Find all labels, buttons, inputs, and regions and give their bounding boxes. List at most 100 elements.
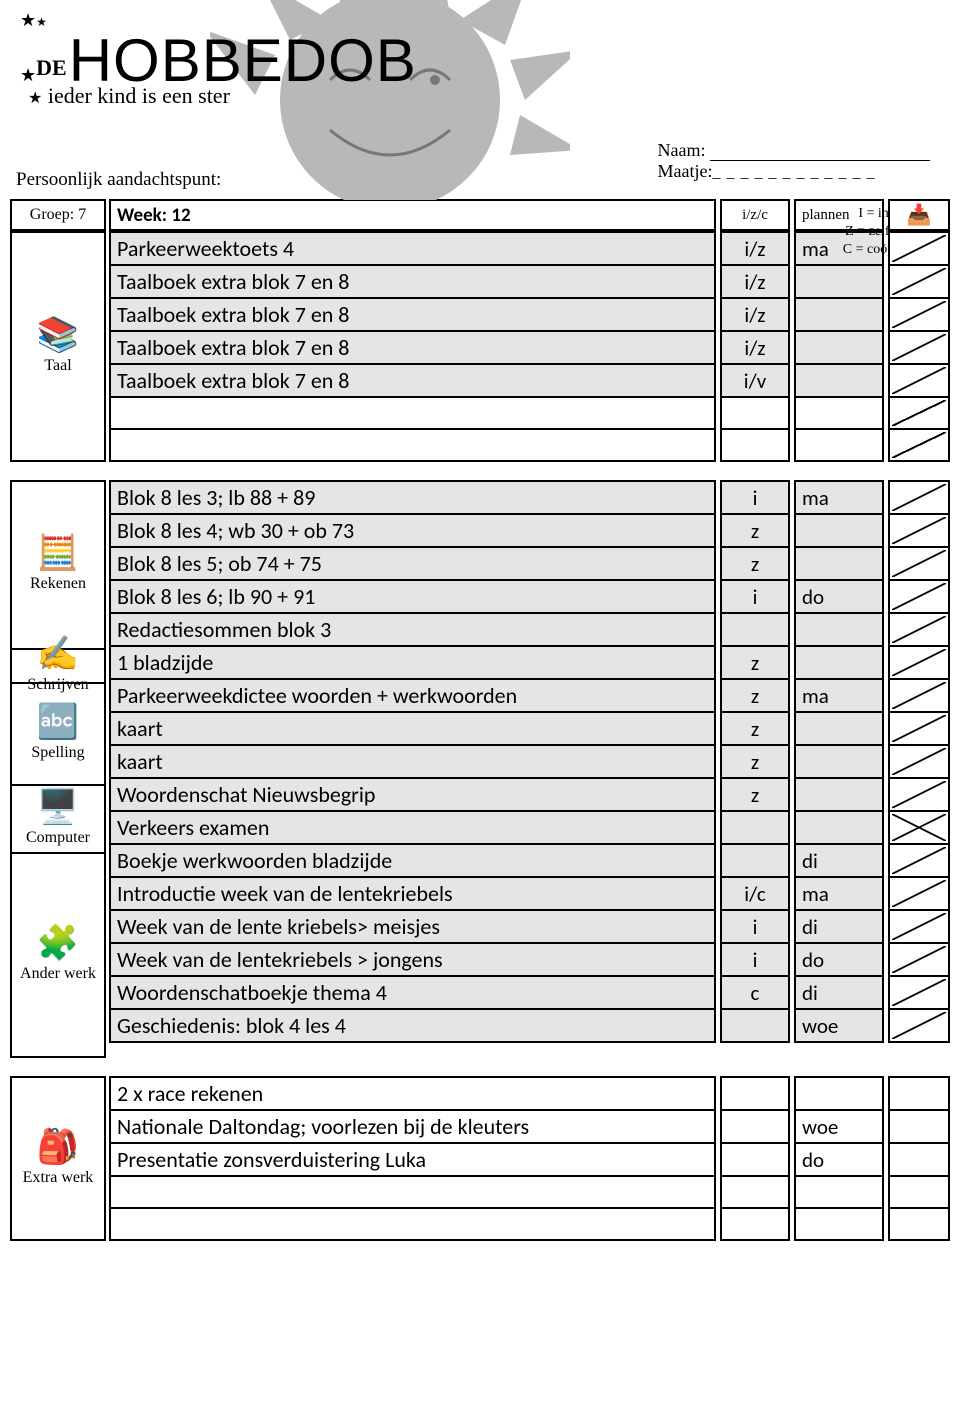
check-cell[interactable] [888, 878, 950, 911]
task-cell: Woordenschat Nieuwsbegrip [109, 779, 716, 812]
task-cell: Geschiedenis: blok 4 les 4 [109, 1010, 716, 1043]
planner-table: Groep: 7 Week: 12 i/z/c plannen 📥 📚TaalP… [10, 199, 950, 1241]
plan-cell: di [794, 911, 884, 944]
task-cell: Redactiesommen blok 3 [109, 614, 716, 647]
izc-cell: i/z [720, 332, 790, 365]
maatje-input-line[interactable]: _ _ _ _ _ _ _ _ _ _ _ _ [713, 164, 876, 181]
subject-icon: 🎒 [37, 1131, 79, 1165]
check-cell[interactable] [888, 1144, 950, 1177]
task-cell: Parkeerweektoets 4 [109, 231, 716, 266]
task-cell: Woordenschatboekje thema 4 [109, 977, 716, 1010]
check-cell[interactable] [888, 845, 950, 878]
plan-cell: woe [794, 1111, 884, 1144]
task-cell: Taalboek extra blok 7 en 8 [109, 365, 716, 398]
check-cell[interactable] [888, 812, 950, 845]
izc-cell: z [720, 515, 790, 548]
check-cell[interactable] [888, 911, 950, 944]
check-cell[interactable] [888, 398, 950, 430]
task-cell: kaart [109, 713, 716, 746]
check-cell[interactable] [888, 332, 950, 365]
table-row: Taalboek extra blok 7 en 8i/z [109, 266, 950, 299]
table-row: Taalboek extra blok 7 en 8i/v [109, 365, 950, 398]
groep-cell: Groep: 7 [10, 199, 106, 231]
izc-cell [720, 398, 790, 430]
izc-cell: i [720, 944, 790, 977]
plan-cell [794, 548, 884, 581]
subject-cell: 🎒Extra werk [10, 1076, 106, 1241]
table-row: Blok 8 les 5; ob 74 + 75z [109, 548, 950, 581]
plan-cell [794, 299, 884, 332]
check-cell[interactable] [888, 680, 950, 713]
izc-header: i/z/c [720, 199, 790, 231]
task-cell: Taalboek extra blok 7 en 8 [109, 299, 716, 332]
izc-cell [720, 430, 790, 462]
task-cell: Blok 8 les 6; lb 90 + 91 [109, 581, 716, 614]
check-cell[interactable] [888, 614, 950, 647]
task-cell: 1 bladzijde [109, 647, 716, 680]
check-cell[interactable] [888, 231, 950, 266]
subject-icon: ✍️ [37, 638, 79, 672]
naam-label: Naam: [658, 140, 706, 160]
subject-label: Ander werk [20, 965, 96, 983]
check-cell[interactable] [888, 365, 950, 398]
check-cell[interactable] [888, 548, 950, 581]
logo-block: ★ ★ ★ DE HOBBEDOB ★ ieder kind is een st… [20, 10, 950, 109]
izc-cell [720, 845, 790, 878]
naam-input-line[interactable] [710, 147, 930, 161]
subject-cell: 🔤Spelling [10, 684, 106, 786]
check-cell[interactable] [888, 1076, 950, 1111]
subject-icon: 🖥️ [37, 791, 79, 825]
task-cell: Introductie week van de lentekriebels [109, 878, 716, 911]
plan-cell [794, 398, 884, 430]
subject-cell: 🧩Ander werk [10, 854, 106, 1058]
table-row: Blok 8 les 4; wb 30 + ob 73z [109, 515, 950, 548]
table-row: Nationale Daltondag; voorlezen bij de kl… [109, 1111, 950, 1144]
check-cell[interactable] [888, 647, 950, 680]
table-row: Week van de lentekriebels > jongensido [109, 944, 950, 977]
check-cell[interactable] [888, 515, 950, 548]
izc-cell [720, 1209, 790, 1241]
check-cell[interactable] [888, 480, 950, 515]
check-cell[interactable] [888, 779, 950, 812]
plan-cell [794, 812, 884, 845]
izc-cell [720, 614, 790, 647]
task-cell [109, 1209, 716, 1241]
plan-cell: do [794, 1144, 884, 1177]
task-cell: Week van de lente kriebels> meisjes [109, 911, 716, 944]
inbox-icon: 📥 [907, 203, 932, 228]
table-row [109, 398, 950, 430]
plan-cell: di [794, 845, 884, 878]
check-cell[interactable] [888, 977, 950, 1010]
check-cell[interactable] [888, 746, 950, 779]
table-row: Parkeerweekdictee woorden + werkwoordenz… [109, 680, 950, 713]
task-cell: Blok 8 les 3; lb 88 + 89 [109, 480, 716, 515]
subject-icon: 📚 [37, 319, 79, 353]
subject-label: Taal [44, 357, 71, 375]
table-row [109, 1209, 950, 1241]
plan-cell [794, 430, 884, 462]
check-cell[interactable] [888, 944, 950, 977]
subject-cell: ✍️Schrijven [10, 650, 106, 684]
check-cell[interactable] [888, 299, 950, 332]
task-cell: kaart [109, 746, 716, 779]
check-cell[interactable] [888, 266, 950, 299]
check-cell[interactable] [888, 581, 950, 614]
table-row: kaartz [109, 713, 950, 746]
table-row: Redactiesommen blok 3 [109, 614, 950, 647]
subject-icon: 🧮 [37, 537, 79, 571]
task-cell [109, 398, 716, 430]
name-fields: Naam: Maatje:_ _ _ _ _ _ _ _ _ _ _ _ [658, 140, 930, 182]
check-header: 📥 [888, 199, 950, 231]
table-row: Blok 8 les 3; lb 88 + 89ima [109, 480, 950, 515]
table-row: Woordenschat Nieuwsbegripz [109, 779, 950, 812]
check-cell[interactable] [888, 713, 950, 746]
check-cell[interactable] [888, 1010, 950, 1043]
logo-big: HOBBEDOB [69, 31, 417, 91]
plan-cell: ma [794, 680, 884, 713]
task-cell: Parkeerweekdictee woorden + werkwoorden [109, 680, 716, 713]
check-cell[interactable] [888, 1111, 950, 1144]
check-cell[interactable] [888, 430, 950, 462]
check-cell[interactable] [888, 1209, 950, 1241]
izc-cell [720, 1177, 790, 1209]
check-cell[interactable] [888, 1177, 950, 1209]
